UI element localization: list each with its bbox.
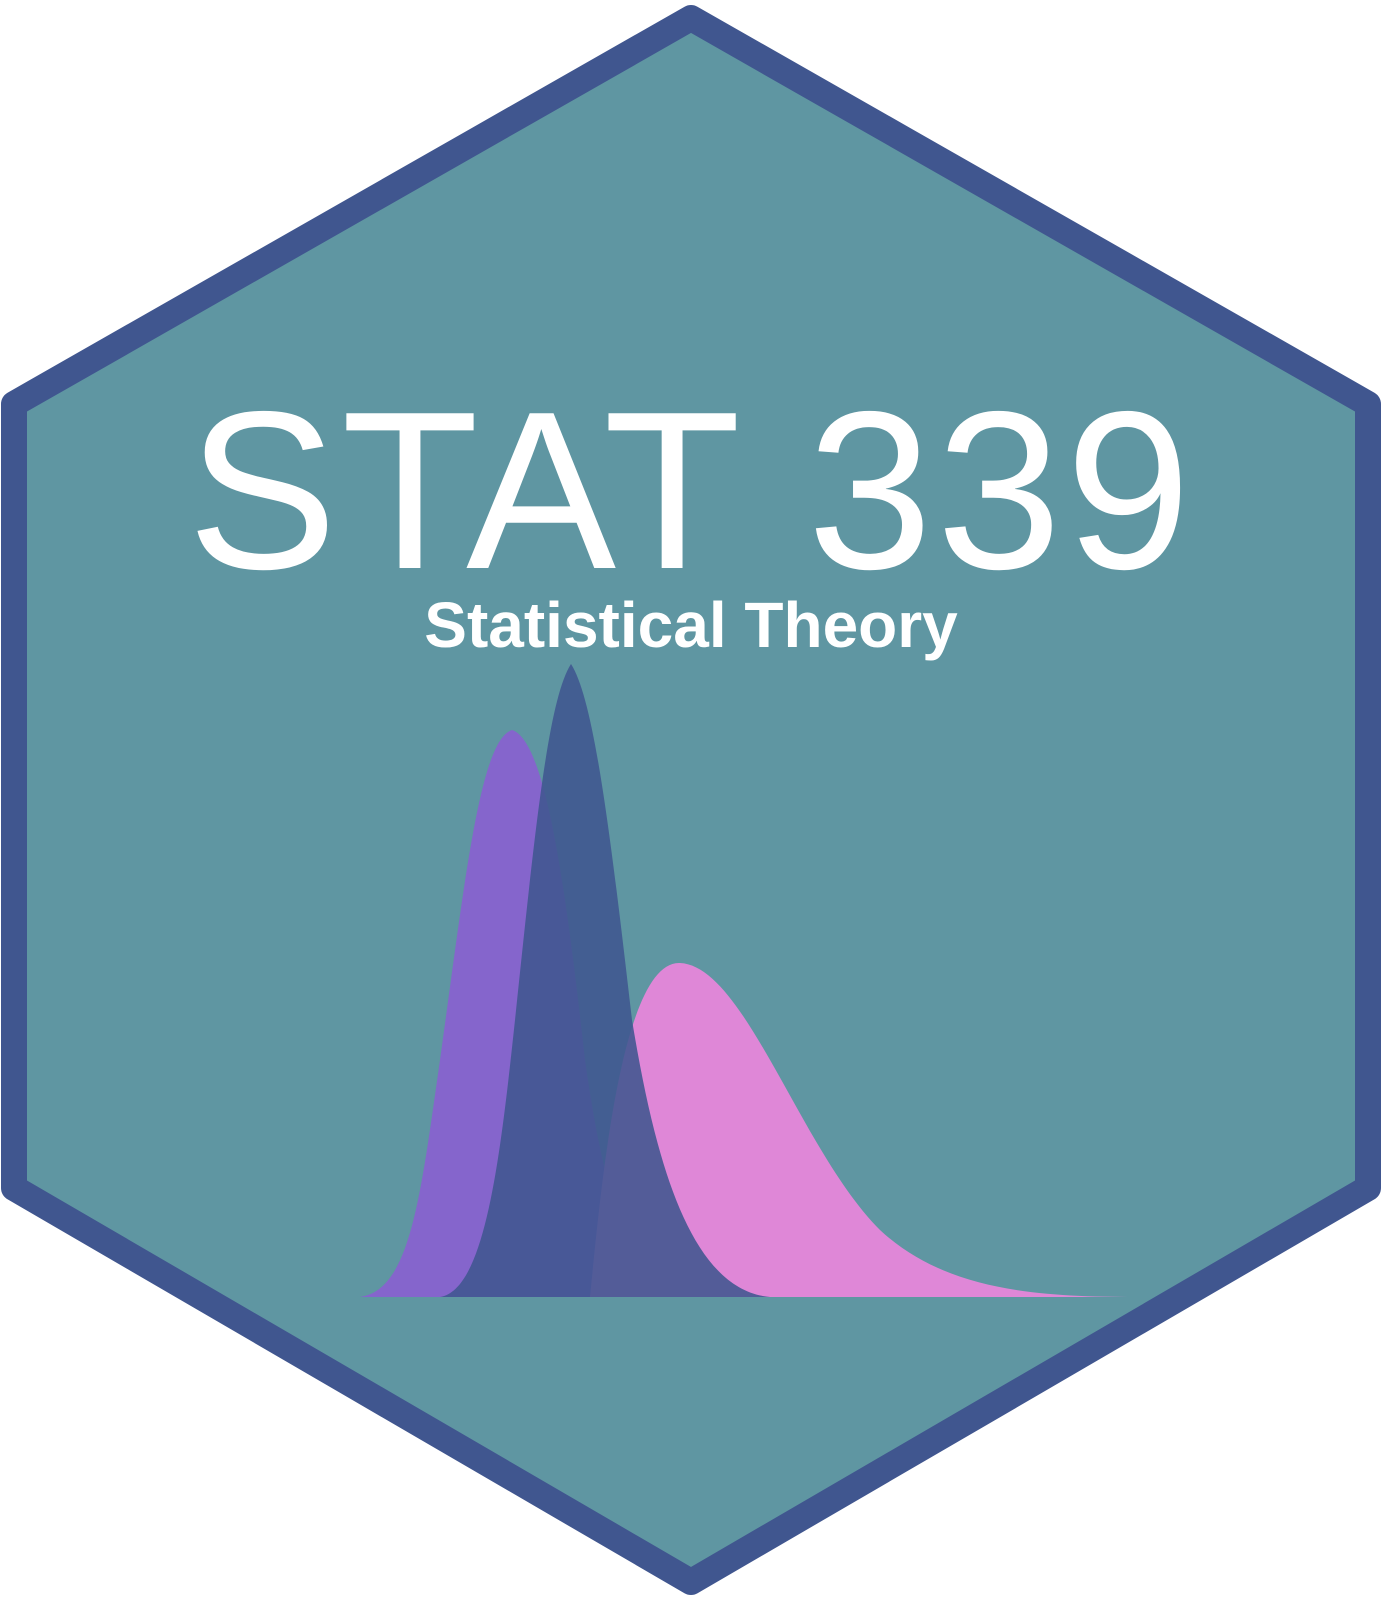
course-title: Statistical Theory	[424, 589, 958, 661]
center-curve	[440, 664, 770, 1297]
right-curve	[590, 962, 1150, 1297]
course-code: STAT 339	[187, 364, 1195, 616]
distribution-curves-icon	[360, 664, 1150, 1297]
hexagon-shape	[1, 5, 1381, 1595]
